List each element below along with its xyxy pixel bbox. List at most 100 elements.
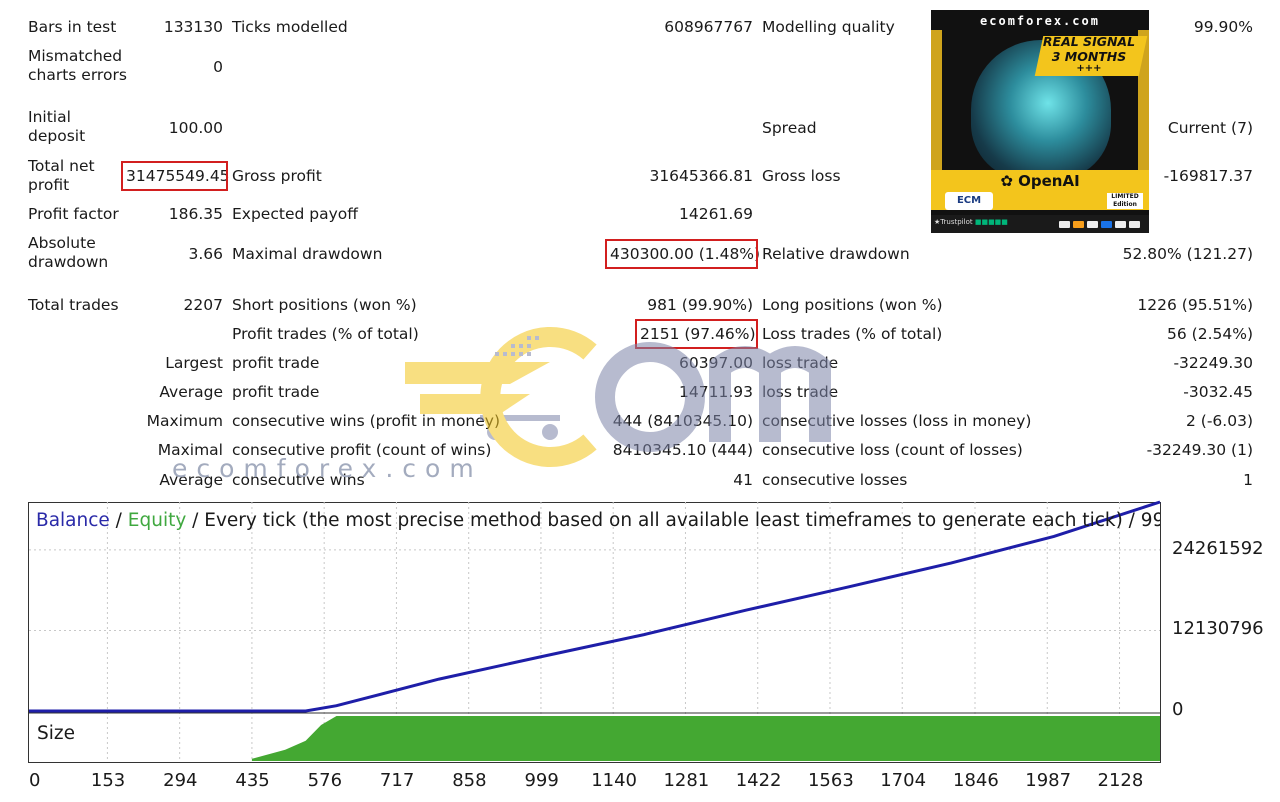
legend-balance: Balance (36, 510, 110, 531)
value-total-net-profit: 31475549.45 (121, 161, 230, 191)
value-average-consec-wins: 41 (733, 471, 753, 489)
payment-icon (1073, 221, 1084, 228)
label-total-net-profit: Total net profit (28, 157, 95, 194)
size-area (251, 716, 1160, 761)
banner-tag: REAL SIGNAL 3 MONTHS +++ (1035, 34, 1143, 74)
ecm-brand-badge: ECM (945, 192, 993, 210)
size-panel-label: Size (37, 723, 75, 744)
x-tick-label: 1563 (807, 770, 854, 791)
x-tick-label: 1704 (880, 770, 927, 791)
label-maximal-loss: consecutive loss (count of losses) (762, 441, 1023, 459)
trustpilot-rating-icon: ■■■■■ (974, 218, 1008, 226)
x-tick-label: 435 (235, 770, 270, 791)
value-modelling-quality: 99.90% (1193, 18, 1253, 36)
value-maximum-losses: 2 (-6.03) (1186, 412, 1253, 430)
label-largest-profit: profit trade (232, 354, 320, 372)
y-tick-label: 12130796 (1172, 618, 1264, 640)
label-initial-deposit: Initial deposit (28, 108, 86, 145)
payment-icon (1101, 221, 1112, 228)
label-total-trades: Total trades (28, 296, 119, 314)
value-profit-trades: 2151 (97.46%) (635, 319, 758, 349)
payment-icon (1087, 221, 1098, 228)
label-absolute-drawdown: Absolute drawdown (28, 234, 109, 271)
x-tick-label: 1281 (663, 770, 710, 791)
x-tick-label: 0 (29, 770, 41, 791)
value-mismatched: 0 (213, 58, 223, 76)
banner-tag-line3: +++ (1076, 63, 1102, 74)
label-loss-trades: Loss trades (% of total) (762, 325, 943, 343)
y-tick-label: 0 (1172, 699, 1184, 720)
label-maximum-prefix: Maximum (146, 412, 223, 430)
label-average-consec-prefix: Average (159, 471, 223, 489)
x-tick-label: 1846 (953, 770, 999, 791)
x-tick-label: 717 (379, 770, 415, 791)
banner-tag-line2: 3 MONTHS (1051, 49, 1127, 64)
legend-sep: / (109, 510, 128, 531)
balance-series-points (28, 501, 1161, 712)
x-tick-label: 1987 (1025, 770, 1072, 791)
label-modelling-quality: Modelling quality (762, 18, 895, 36)
value-maximal-drawdown: 430300.00 (1.48%) (605, 239, 761, 269)
label-profit-trades: Profit trades (% of total) (232, 325, 419, 343)
label-relative-drawdown: Relative drawdown (762, 245, 910, 263)
x-tick-label: 153 (90, 770, 126, 791)
value-gross-profit: 31645366.81 (649, 167, 753, 185)
value-spread: Current (7) (1167, 119, 1253, 137)
label-bars-in-test: Bars in test (28, 18, 117, 36)
chart-title: Balance / Equity / Every tick (the most … (36, 510, 1160, 531)
label-long-positions: Long positions (won %) (762, 296, 943, 314)
openai-label: OpenAI (1018, 172, 1080, 190)
value-absolute-drawdown: 3.66 (188, 245, 223, 263)
value-maximal-loss: -32249.30 (1) (1146, 441, 1253, 459)
label-ticks-modelled: Ticks modelled (232, 18, 348, 36)
chart-method-text: / Every tick (the most precise method ba… (186, 510, 1160, 531)
value-gross-loss: -169817.37 (1163, 167, 1253, 185)
payment-icon (1129, 221, 1140, 228)
x-tick-label: 2128 (1097, 770, 1144, 791)
label-spread: Spread (762, 119, 817, 137)
value-expected-payoff: 14261.69 (679, 205, 753, 223)
banner-tag-line1: REAL SIGNAL (1042, 34, 1136, 49)
y-tick-label: 24261592 (1172, 537, 1264, 559)
payment-icon (1115, 221, 1126, 228)
label-gross-profit: Gross profit (232, 167, 322, 185)
label-maximal-prefix: Maximal (157, 441, 223, 459)
label-largest-prefix: Largest (165, 354, 223, 372)
label-mismatched: Mismatched charts errors (28, 47, 127, 84)
trustpilot-text: ★Trustpilot ■■■■■ (934, 218, 1008, 226)
legend-equity: Equity (127, 510, 187, 531)
x-tick-label: 1140 (591, 770, 638, 791)
value-bars-in-test: 133130 (163, 18, 223, 36)
x-tick-label: 576 (307, 770, 343, 791)
banner-bottom-bar (931, 215, 1149, 233)
label-average-profit: profit trade (232, 383, 320, 401)
payment-icon (1059, 221, 1070, 228)
balance-series-line (29, 500, 1161, 713)
x-tick-label: 858 (452, 770, 487, 791)
value-loss-trades: 56 (2.54%) (1167, 325, 1253, 343)
label-average-consec-wins: consecutive wins (232, 471, 365, 489)
label-maximum-wins: consecutive wins (profit in money) (232, 412, 501, 430)
value-total-trades: 2207 (183, 296, 223, 314)
value-long-positions: 1226 (95.51%) (1137, 296, 1253, 314)
value-initial-deposit: 100.00 (168, 119, 223, 137)
value-ticks-modelled: 608967767 (664, 18, 753, 36)
x-tick-label: 999 (524, 770, 559, 791)
limited-edition-badge: LIMITED Edition (1107, 193, 1143, 209)
value-profit-factor: 186.35 (168, 205, 223, 223)
label-short-positions: Short positions (won %) (232, 296, 417, 314)
watermark-text: ecomforex.com (172, 454, 483, 483)
value-average-consec-losses: 1 (1243, 471, 1253, 489)
banner-site-text: ecomforex.com (980, 14, 1100, 28)
value-short-positions: 981 (99.90%) (647, 296, 753, 314)
openai-logo-text: ✿ OpenAI (931, 172, 1149, 190)
trustpilot-label: Trustpilot (940, 218, 973, 226)
label-average-prefix: Average (159, 383, 223, 401)
trustpilot-star-icon: ★ (934, 218, 941, 226)
label-average-consec-losses: consecutive losses (762, 471, 908, 489)
openai-knot-icon: ✿ (1000, 172, 1019, 190)
value-largest-loss: -32249.30 (1173, 354, 1253, 372)
label-profit-factor: Profit factor (28, 205, 119, 223)
promo-banner[interactable]: ecomforex.com REAL SIGNAL 3 MONTHS +++ ✿… (931, 10, 1149, 233)
